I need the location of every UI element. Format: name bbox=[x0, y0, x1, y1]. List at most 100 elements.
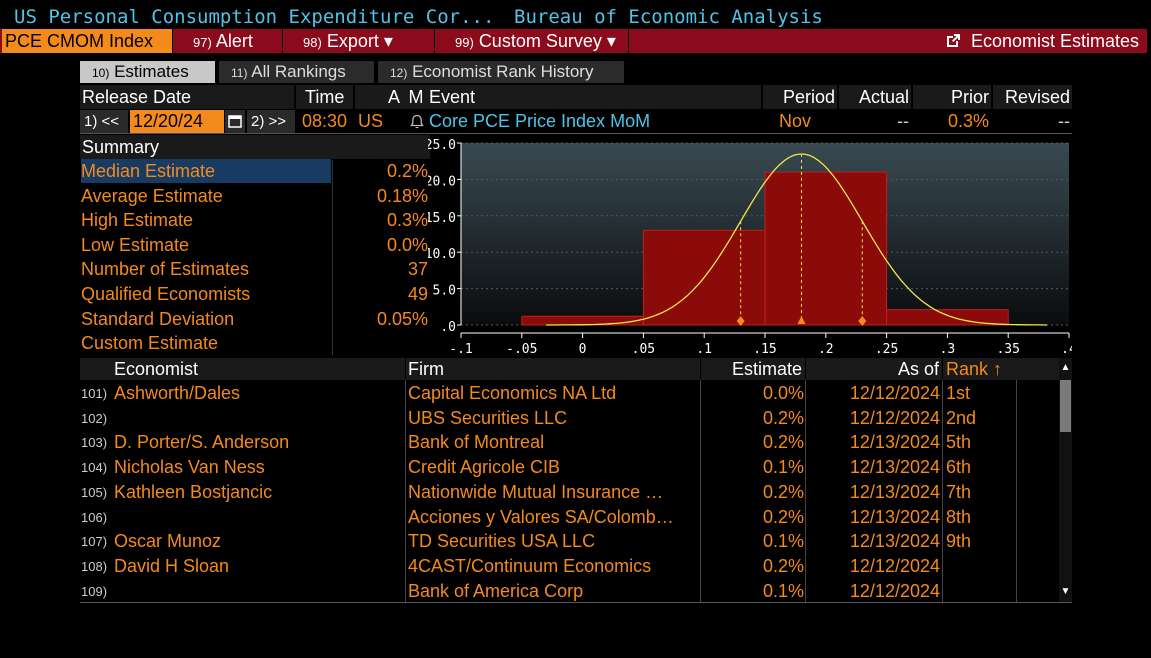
table-row[interactable]: 104) Nicholas Van Ness Credit Agricole CIB… bbox=[80, 455, 1060, 480]
estimate-header[interactable]: Estimate bbox=[701, 358, 805, 380]
x-tick-label: -.05 bbox=[506, 342, 537, 357]
rank-value: 6th bbox=[946, 457, 972, 478]
table-row[interactable]: 107) Oscar Munoz TD Securities USA LLC 0.1%… bbox=[80, 529, 1060, 554]
summary-label: Low Estimate bbox=[81, 234, 190, 255]
custom-survey-menu[interactable]: 99) Custom Survey ▾ bbox=[434, 29, 628, 53]
prev-date-button[interactable]: 1) << bbox=[80, 110, 128, 133]
summary-row[interactable]: High Estimate 0.3% bbox=[80, 208, 430, 232]
table-row[interactable]: 108) David H Sloan 4CAST/Continuum Economi… bbox=[80, 554, 1060, 579]
estimate-marker bbox=[797, 316, 806, 324]
x-tick-label: .25 bbox=[875, 342, 898, 357]
row-number: 108) bbox=[81, 558, 108, 574]
summary-row[interactable]: Qualified Economists 49 bbox=[80, 282, 430, 306]
alert-menu[interactable]: 97) Alert bbox=[172, 29, 282, 53]
estimate-value: 0.2% bbox=[762, 481, 804, 502]
firm-name: TD Securities USA LLC bbox=[408, 531, 596, 552]
summary-label: Average Estimate bbox=[81, 185, 223, 206]
summary-label: Number of Estimates bbox=[81, 259, 250, 280]
y-tick-label: 10.0 bbox=[428, 247, 456, 262]
firm-header[interactable]: Firm bbox=[406, 358, 700, 380]
column-divider bbox=[942, 380, 943, 603]
summary-row[interactable]: Median Estimate 0.2% bbox=[80, 159, 430, 183]
economist-name[interactable]: Kathleen Bostjancic bbox=[114, 481, 273, 502]
estimate-marker bbox=[736, 316, 745, 326]
x-tick-label: 0 bbox=[579, 342, 587, 357]
calendar-button[interactable] bbox=[225, 110, 245, 133]
rank-value: 7th bbox=[946, 481, 972, 502]
next-date-button[interactable]: 2) >> bbox=[247, 110, 295, 133]
table-scrollbar[interactable]: ▲ ▼ bbox=[1059, 358, 1072, 602]
table-row[interactable]: 103) D. Porter/S. Anderson Bank of Montrea… bbox=[80, 430, 1060, 455]
estimate-value: 0.2% bbox=[762, 432, 804, 453]
divider bbox=[80, 133, 1072, 134]
external-link-icon bbox=[946, 34, 960, 47]
event-name-link[interactable]: Core PCE Price Index MoM bbox=[429, 111, 651, 131]
table-row[interactable]: 106) Acciones y Valores SA/Colomb… 0.2% 12/… bbox=[80, 505, 1060, 530]
scrollbar-thumb[interactable] bbox=[1060, 380, 1071, 432]
summary-row[interactable]: Low Estimate 0.0% bbox=[80, 233, 430, 257]
row-number: 102) bbox=[81, 410, 108, 426]
firm-name: Bank of America Corp bbox=[408, 580, 584, 601]
table-row[interactable]: 109) Bank of America Corp 0.1% 12/12/2024 bbox=[80, 579, 1060, 604]
as-of-date: 12/13/2024 bbox=[849, 457, 940, 478]
summary-value: 0.0% bbox=[386, 234, 428, 255]
firm-name: UBS Securities LLC bbox=[408, 407, 568, 428]
custom-survey-label: Custom Survey ▾ bbox=[478, 31, 616, 51]
release-time: 08:30 bbox=[302, 111, 348, 131]
calendar-icon bbox=[228, 115, 242, 128]
a-header bbox=[355, 85, 387, 109]
firm-name: Credit Agricole CIB bbox=[408, 457, 561, 478]
economist-name[interactable]: Ashworth/Dales bbox=[114, 383, 241, 403]
alert-bell-button[interactable] bbox=[407, 110, 427, 133]
table-row[interactable]: 102) UBS Securities LLC 0.2% 12/12/2024 2nd bbox=[80, 406, 1060, 431]
summary-value: 49 bbox=[407, 284, 428, 304]
as-of-header[interactable]: As of bbox=[806, 358, 942, 380]
tab-all-rankings[interactable]: 11) All Rankings bbox=[219, 61, 374, 83]
x-tick-label: .2 bbox=[818, 342, 834, 357]
rank-value: 2nd bbox=[946, 407, 977, 428]
export-label: Export ▾ bbox=[326, 31, 393, 51]
release-date-input[interactable]: 12/20/24 bbox=[130, 110, 224, 133]
economist-name[interactable]: Oscar Munoz bbox=[114, 531, 222, 552]
tab-economist-rank-history[interactable]: 12) Economist Rank History bbox=[378, 61, 624, 83]
bell-icon bbox=[410, 114, 424, 129]
release-date-header: Release Date bbox=[80, 85, 294, 109]
table-row[interactable]: 101) Ashworth/Dales Capital Economics NA L… bbox=[80, 381, 1060, 406]
column-divider bbox=[805, 380, 806, 603]
row-number: 104) bbox=[81, 460, 108, 476]
firm-name: 4CAST/Continuum Economics bbox=[408, 555, 652, 576]
row-number: 107) bbox=[81, 534, 108, 550]
economist-estimates-label: Economist Estimates bbox=[970, 31, 1139, 51]
tab-number: 11) bbox=[231, 66, 248, 80]
summary-row[interactable]: Custom Estimate bbox=[80, 331, 430, 355]
economist-name[interactable]: David H Sloan bbox=[114, 555, 230, 576]
economist-name[interactable]: Nicholas Van Ness bbox=[114, 457, 265, 478]
firm-name: Nationwide Mutual Insurance … bbox=[408, 481, 664, 502]
x-tick-label: .1 bbox=[696, 342, 712, 357]
release-period: Nov bbox=[778, 111, 811, 131]
x-tick-label: .3 bbox=[940, 342, 956, 357]
economist-header[interactable]: Economist bbox=[80, 358, 405, 380]
tab-estimates[interactable]: 10) Estimates bbox=[80, 61, 215, 83]
as-of-date: 12/12/2024 bbox=[849, 383, 940, 403]
economist-name[interactable]: D. Porter/S. Anderson bbox=[114, 432, 290, 453]
actual-header: Actual bbox=[839, 85, 911, 109]
export-menu[interactable]: 98) Export ▾ bbox=[282, 29, 434, 53]
economist-estimates-link[interactable]: Economist Estimates bbox=[945, 29, 1139, 53]
scroll-down-arrow-icon[interactable]: ▼ bbox=[1060, 586, 1071, 597]
histogram-bar bbox=[642, 229, 766, 326]
menu-number: 97) bbox=[193, 35, 212, 50]
estimate-value: 0.2% bbox=[762, 555, 804, 576]
rank-header[interactable]: Rank ↑ bbox=[943, 358, 1059, 380]
table-row[interactable]: 105) Kathleen Bostjancic Nationwide Mutual… bbox=[80, 480, 1060, 505]
summary-header: Summary bbox=[80, 135, 430, 159]
source-title: Bureau of Economic Analysis bbox=[514, 6, 823, 28]
summary-row[interactable]: Standard Deviation 0.05% bbox=[80, 307, 430, 331]
rank-value: 9th bbox=[946, 531, 972, 552]
summary-row[interactable]: Number of Estimates 37 bbox=[80, 257, 430, 281]
summary-row[interactable]: Average Estimate 0.18% bbox=[80, 184, 430, 208]
tab-label: All Rankings bbox=[251, 62, 346, 81]
ticker-field[interactable]: PCE CMOM Index bbox=[2, 29, 172, 53]
as-of-date: 12/13/2024 bbox=[849, 432, 940, 453]
scroll-up-arrow-icon[interactable]: ▲ bbox=[1060, 362, 1071, 373]
